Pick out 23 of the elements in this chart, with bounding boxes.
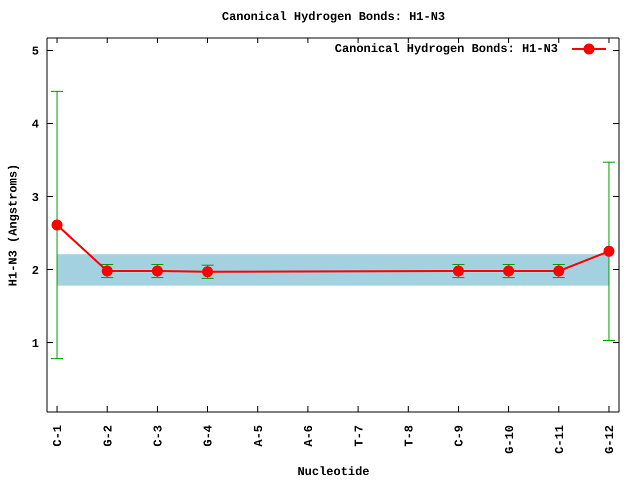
x-tick-label: G-4 [202, 425, 216, 447]
x-tick-label: C-1 [51, 425, 66, 447]
x-tick-label: G-2 [101, 425, 116, 447]
x-tick-label: C-11 [552, 425, 567, 454]
y-tick-label: 1 [32, 336, 39, 351]
x-tick-label: C-3 [152, 425, 166, 447]
x-tick-label: T-8 [402, 425, 416, 447]
x-axis-title: Nucleotide [296, 465, 370, 479]
x-tick-label: G-10 [502, 425, 517, 454]
x-tick-label: C-9 [452, 425, 467, 447]
point [52, 220, 63, 230]
legend-label: Canonical Hydrogen Bonds: H1-N3 [334, 42, 558, 56]
y-tick-label: 5 [32, 44, 39, 59]
x-tick-label: A-6 [302, 425, 316, 447]
chart-title: Canonical Hydrogen Bonds: H1-N3 [220, 10, 446, 24]
y-tick-label: 4 [32, 118, 39, 132]
y-tick-label: 2 [32, 264, 39, 278]
point [603, 246, 614, 257]
x-tick-label: T-7 [352, 425, 366, 447]
y-axis-title: H1-N3 (Angstroms) [6, 164, 20, 286]
y-tick-label: 3 [32, 190, 39, 205]
x-tick-label: A-5 [252, 425, 266, 447]
x-tick-label: G-12 [603, 425, 618, 454]
